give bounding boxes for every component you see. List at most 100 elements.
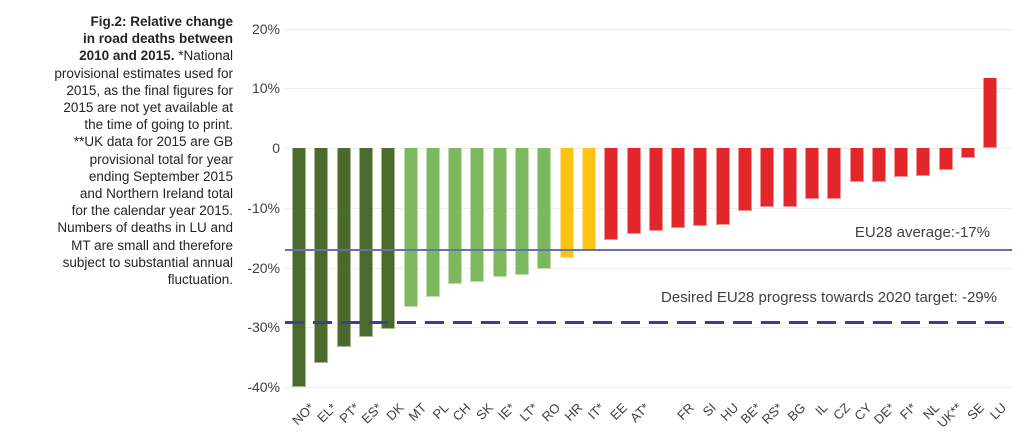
x-label-ch: CH: [449, 400, 474, 424]
x-label-si: SI: [699, 400, 720, 420]
caption-line: MT are small and therefore: [40, 237, 233, 254]
bar-ro: [537, 148, 552, 270]
x-label-fr: FR: [673, 400, 697, 423]
gridline-10pct: [285, 88, 1012, 90]
x-label-lt: LT*: [516, 400, 541, 425]
caption-text: for the calendar year 2015.: [71, 203, 233, 219]
x-label-bg: BG: [784, 400, 809, 424]
caption-bold-text: in road deaths between: [82, 31, 233, 47]
y-axis-tick--10pct: -10%: [247, 199, 280, 216]
x-label-de: DE*: [870, 400, 898, 427]
y-axis-tick--20pct: -20%: [247, 259, 280, 276]
x-label-cz: CZ: [829, 400, 853, 423]
x-label-pt: PT*: [336, 400, 363, 426]
x-label-rs: RS*: [758, 400, 786, 427]
bar-at: [626, 148, 641, 234]
caption-line: provisional total for year: [40, 151, 233, 168]
bar-il: [804, 148, 819, 200]
bar-nl: [916, 148, 931, 177]
bar-hr: [559, 148, 574, 258]
y-axis-tick--40pct: -40%: [247, 379, 280, 395]
caption-text: *National: [174, 48, 233, 64]
gridline-0pct: [285, 148, 1012, 149]
caption-line: and Northern Ireland total: [40, 185, 233, 202]
bar-pt: [336, 148, 351, 347]
bar-sk: [470, 148, 485, 282]
x-label-fi: FI*: [897, 400, 920, 423]
bar-de: [871, 148, 886, 182]
x-label-at: AT*: [626, 400, 653, 426]
caption-text: provisional estimates used for: [54, 65, 233, 81]
bar-es: [358, 148, 373, 338]
bar-fi: [894, 148, 909, 177]
bar-unlabeled: [648, 148, 663, 231]
x-label-ee: EE: [606, 400, 630, 423]
x-label-mt: MT: [405, 400, 430, 424]
caption-text: fluctuation.: [167, 272, 233, 288]
x-label-lu: LU: [986, 400, 1009, 423]
bar-bg: [782, 148, 797, 207]
bar-cy: [849, 148, 864, 183]
gridline--10pct: [285, 207, 1012, 209]
x-label-pl: PL: [429, 400, 452, 422]
caption-line: for the calendar year 2015.: [40, 202, 233, 219]
x-label-hu: HU: [717, 400, 742, 424]
bar-lu: [983, 77, 998, 148]
gridline--20pct: [285, 267, 1012, 269]
caption-line: 2015, as the final figures for: [40, 82, 233, 99]
caption-line: Fig.2: Relative change: [40, 13, 233, 30]
y-axis-tick--30pct: -30%: [247, 319, 280, 336]
gridline--30pct: [285, 327, 1012, 329]
y-axis-tick-20pct: 20%: [251, 20, 280, 37]
caption-line: provisional estimates used for: [40, 65, 233, 82]
x-label-es: ES*: [358, 400, 385, 427]
x-label-ro: RO: [538, 400, 563, 425]
x-label-be: BE*: [737, 400, 764, 427]
bar-no: [292, 148, 306, 387]
caption-text: ending September 2015: [88, 168, 233, 184]
eu28-target-line: [285, 321, 1012, 324]
bar-pl: [425, 148, 440, 297]
eu28-target-label: Desired EU28 progress towards 2020 targe…: [660, 289, 997, 306]
x-label-sk: SK: [473, 400, 497, 423]
bar-lt: [515, 148, 529, 276]
caption-bold-text: 2010 and 2015.: [79, 48, 175, 64]
x-label-uk: UK**: [933, 400, 965, 431]
bar-cz: [827, 148, 842, 199]
x-label-it: IT*: [585, 400, 608, 423]
eu28-average-label: EU28 average:-17%: [854, 224, 990, 241]
bar-hu: [715, 148, 730, 225]
y-axis-tick-10pct: 10%: [251, 80, 280, 97]
caption-bold-text: Fig.2: Relative change: [90, 14, 233, 29]
bar-se: [961, 148, 975, 159]
caption-text: **UK data for 2015 are GB: [73, 134, 233, 150]
caption-text: subject to substantial annual: [62, 254, 233, 270]
x-label-hr: HR: [561, 400, 586, 424]
caption-text: Numbers of deaths in LU and: [57, 220, 233, 236]
caption-line: 2010 and 2015. *National: [40, 47, 233, 64]
x-label-dk: DK: [383, 400, 407, 424]
x-label-cy: CY: [851, 400, 876, 424]
caption-line: the time of going to print.: [40, 116, 233, 133]
bar-ee: [604, 148, 619, 240]
gridline--40pct: [285, 387, 1012, 388]
eu28-average-line: [285, 249, 1012, 251]
caption-line: Numbers of deaths in LU and: [40, 219, 233, 236]
bar-be: [738, 148, 752, 212]
y-axis-tick-0pct: 0: [272, 140, 280, 156]
x-label-se: SE: [963, 400, 987, 423]
x-label-ie: IE*: [495, 400, 519, 423]
caption-line: 2015 are not yet available at: [40, 99, 233, 116]
bar-si: [693, 148, 708, 226]
bar-ch: [448, 148, 463, 284]
bar-uk: [938, 148, 953, 171]
bar-rs: [760, 148, 775, 208]
x-label-il: IL: [812, 400, 831, 419]
figure-caption: Fig.2: Relative change in road deaths bet…: [40, 13, 233, 288]
bar-el: [314, 148, 329, 363]
caption-line: in road deaths between: [40, 30, 233, 47]
gridline-20pct: [285, 28, 1012, 30]
bar-ie: [492, 148, 507, 278]
